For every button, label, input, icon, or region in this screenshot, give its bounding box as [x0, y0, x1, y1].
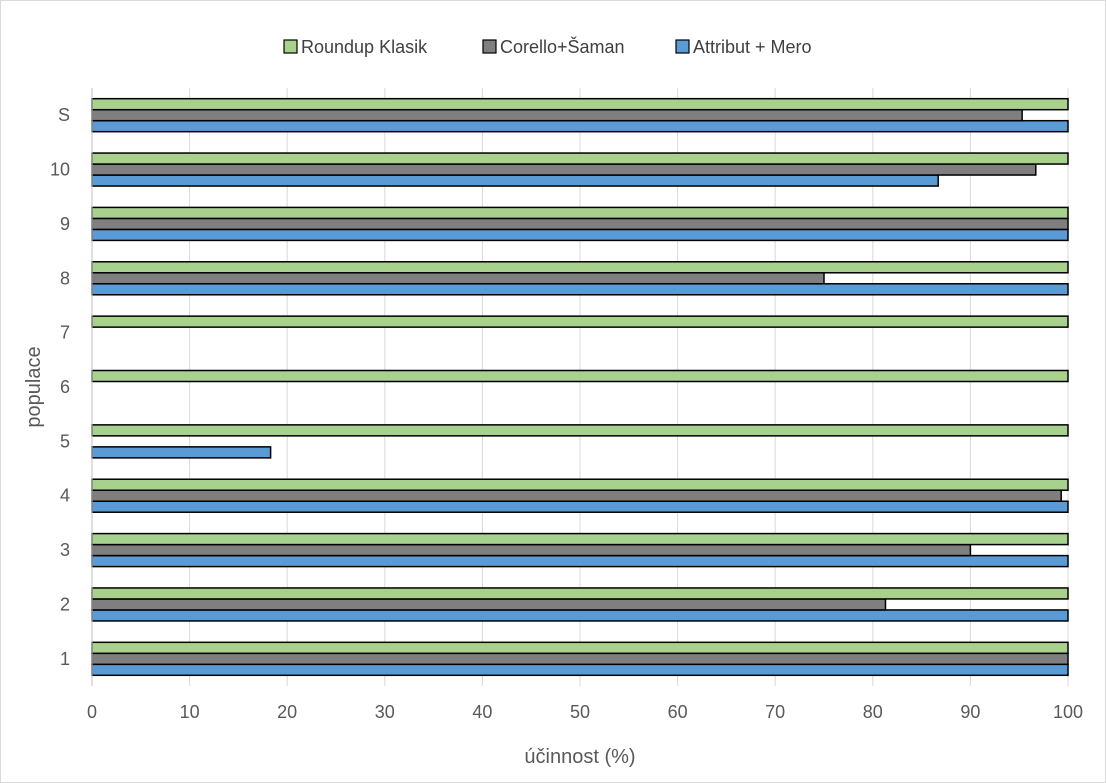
bar: [91, 598, 887, 611]
x-tick-label: 0: [87, 702, 97, 722]
legend-label: Attribut + Mero: [693, 37, 812, 57]
bar: [91, 206, 1069, 220]
x-tick-label: 100: [1053, 702, 1083, 722]
y-tick-label: 3: [60, 540, 70, 560]
bar: [91, 174, 939, 187]
bar: [91, 478, 1069, 491]
x-tick-label: 80: [863, 702, 883, 722]
bar: [91, 369, 1069, 383]
bar: [91, 119, 1069, 133]
x-tick-labels: 0 10 20 30 40 50 60 70 80 90 100: [87, 702, 1083, 722]
bar: [91, 652, 1069, 666]
x-tick-label: 90: [960, 702, 980, 722]
gridlines: [189, 88, 1069, 686]
bar: [91, 272, 825, 285]
y-tick-label: 7: [60, 323, 70, 343]
bar: [91, 261, 1069, 274]
bar: [91, 609, 1069, 622]
x-tick-label: 70: [765, 702, 785, 722]
y-tick-label: 2: [60, 594, 70, 614]
y-tick-label: 4: [60, 486, 70, 506]
x-tick-label: 50: [570, 702, 590, 722]
legend-swatch: [675, 39, 690, 54]
x-tick-label: 20: [277, 702, 297, 722]
bars: [91, 97, 1069, 677]
bar: [91, 500, 1069, 513]
legend-label: Roundup Klasik: [301, 37, 428, 57]
bar: [91, 424, 1069, 437]
bar: [91, 217, 1069, 231]
y-tick-label: 8: [60, 268, 70, 288]
y-tick-label: 9: [60, 214, 70, 234]
bar: [91, 554, 1069, 568]
y-tick-label: 1: [60, 649, 70, 669]
bar: [91, 641, 1069, 655]
bar: [91, 97, 1069, 111]
bar: [91, 108, 1023, 122]
legend-label: Corello+Šaman: [500, 36, 625, 57]
y-tick-label: 10: [50, 160, 70, 180]
x-tick-label: 40: [472, 702, 492, 722]
y-tick-label: S: [58, 105, 70, 125]
y-axis-title: populace: [23, 346, 45, 427]
bar: [91, 152, 1069, 165]
x-tick-label: 60: [668, 702, 688, 722]
bar: [91, 532, 1069, 546]
bar: [91, 228, 1069, 242]
x-tick-label: 10: [180, 702, 200, 722]
legend-swatch: [283, 39, 298, 54]
y-tick-label: 6: [60, 377, 70, 397]
bar: [91, 663, 1069, 677]
bar: [91, 163, 1037, 176]
y-tick-label: 5: [60, 431, 70, 451]
x-axis-title: účinnost (%): [524, 746, 635, 768]
bar: [91, 543, 972, 557]
bar: [91, 587, 1069, 600]
legend: Roundup Klasik Corello+Šaman Attribut + Me…: [283, 36, 812, 57]
legend-swatch: [482, 39, 497, 54]
x-tick-label: 30: [375, 702, 395, 722]
y-tick-labels: 1 2 3 4 5 6 7 8 9 10 S: [50, 105, 70, 669]
bar: [91, 489, 1062, 502]
bar: [91, 446, 272, 459]
bar: [91, 315, 1069, 328]
bar: [91, 283, 1069, 296]
